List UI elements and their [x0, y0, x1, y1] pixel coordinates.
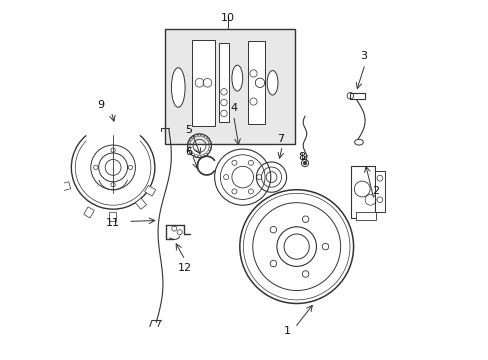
- Bar: [165, 29, 294, 144]
- Text: 3: 3: [359, 51, 366, 61]
- Bar: [191, 40, 215, 126]
- Bar: [355, 212, 375, 220]
- Bar: [135, 198, 146, 209]
- Bar: [144, 185, 155, 196]
- Text: 1: 1: [284, 326, 291, 336]
- Ellipse shape: [231, 65, 242, 91]
- Bar: [351, 166, 374, 218]
- Bar: [61, 182, 70, 191]
- Circle shape: [303, 161, 306, 165]
- Ellipse shape: [354, 139, 363, 145]
- Bar: [108, 212, 116, 221]
- Text: 6: 6: [185, 147, 192, 157]
- Text: 12: 12: [178, 263, 192, 273]
- Bar: [218, 43, 229, 122]
- Bar: [247, 41, 265, 124]
- Text: 5: 5: [185, 125, 192, 135]
- Bar: [374, 171, 384, 212]
- Bar: [83, 207, 94, 218]
- Ellipse shape: [171, 68, 185, 107]
- Text: 11: 11: [106, 218, 120, 228]
- Text: 10: 10: [221, 13, 235, 23]
- Bar: [349, 93, 365, 99]
- Ellipse shape: [266, 71, 277, 95]
- Text: 2: 2: [371, 186, 379, 196]
- Text: 7: 7: [276, 134, 284, 144]
- Text: 4: 4: [230, 103, 237, 113]
- Text: 9: 9: [97, 100, 104, 110]
- Text: 8: 8: [298, 152, 305, 162]
